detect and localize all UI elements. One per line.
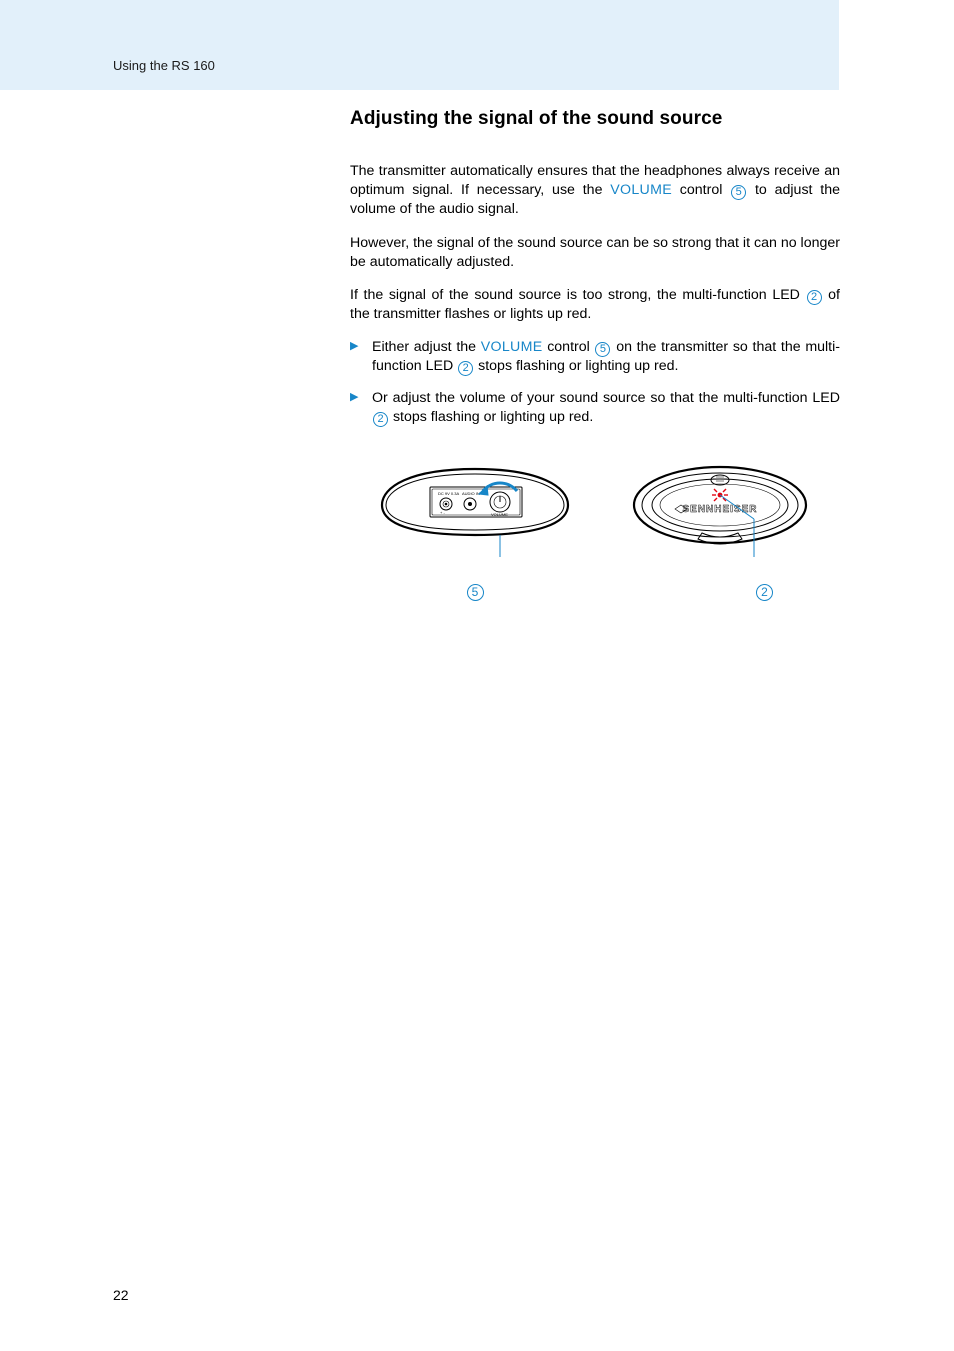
earcup-svg: SENNHEISER xyxy=(620,457,820,577)
para3-text-a: If the signal of the sound source is too… xyxy=(350,287,806,303)
paragraph-3: If the signal of the sound source is too… xyxy=(350,286,840,324)
para1-text-b: control xyxy=(672,182,730,198)
bullet1-a: Either adjust the xyxy=(372,339,481,355)
circled-ref-5: 5 xyxy=(467,584,484,601)
circled-ref-2: 2 xyxy=(373,412,388,427)
label-audio: AUDIO IN xyxy=(462,491,480,496)
page-content: Adjusting the signal of the sound source… xyxy=(350,108,840,601)
label-plusminus: + - xyxy=(440,510,445,515)
section-label: Using the RS 160 xyxy=(113,58,215,73)
transmitter-svg: DC 9V 0.3A + - AUDIO IN VOLUME xyxy=(370,457,580,577)
figure-row: DC 9V 0.3A + - AUDIO IN VOLUME 5 xyxy=(350,457,840,601)
label-volume: VOLUME xyxy=(491,512,508,517)
bullet2-b: stops flashing or lighting up red. xyxy=(389,409,593,425)
label-dc: DC 9V 0.3A xyxy=(438,491,459,496)
page-title: Adjusting the signal of the sound source xyxy=(350,108,840,130)
figure-earcup: SENNHEISER 2 xyxy=(620,457,820,601)
circled-ref-5: 5 xyxy=(731,185,746,200)
instruction-list: Either adjust the VOLUME control 5 on th… xyxy=(350,338,840,427)
volume-ref: VOLUME xyxy=(481,339,543,355)
circled-ref-2: 2 xyxy=(807,290,822,305)
bullet1-b: control xyxy=(542,339,594,355)
callout-5: 5 xyxy=(370,582,580,601)
list-item: Either adjust the VOLUME control 5 on th… xyxy=(350,338,840,376)
circled-ref-5: 5 xyxy=(595,342,610,357)
circled-ref-2: 2 xyxy=(458,361,473,376)
header-band: Using the RS 160 xyxy=(0,0,839,90)
bullet2-a: Or adjust the volume of your sound sourc… xyxy=(372,390,840,406)
figure-transmitter: DC 9V 0.3A + - AUDIO IN VOLUME 5 xyxy=(370,457,580,601)
volume-ref: VOLUME xyxy=(610,182,672,198)
list-item: Or adjust the volume of your sound sourc… xyxy=(350,389,840,427)
page-number: 22 xyxy=(113,1287,129,1303)
callout-2: 2 xyxy=(620,582,820,601)
bullet1-d: stops flashing or lighting up red. xyxy=(474,358,678,374)
paragraph-1: The transmitter automatically ensures th… xyxy=(350,162,840,220)
paragraph-2: However, the signal of the sound source … xyxy=(350,234,840,272)
circled-ref-2: 2 xyxy=(756,584,773,601)
